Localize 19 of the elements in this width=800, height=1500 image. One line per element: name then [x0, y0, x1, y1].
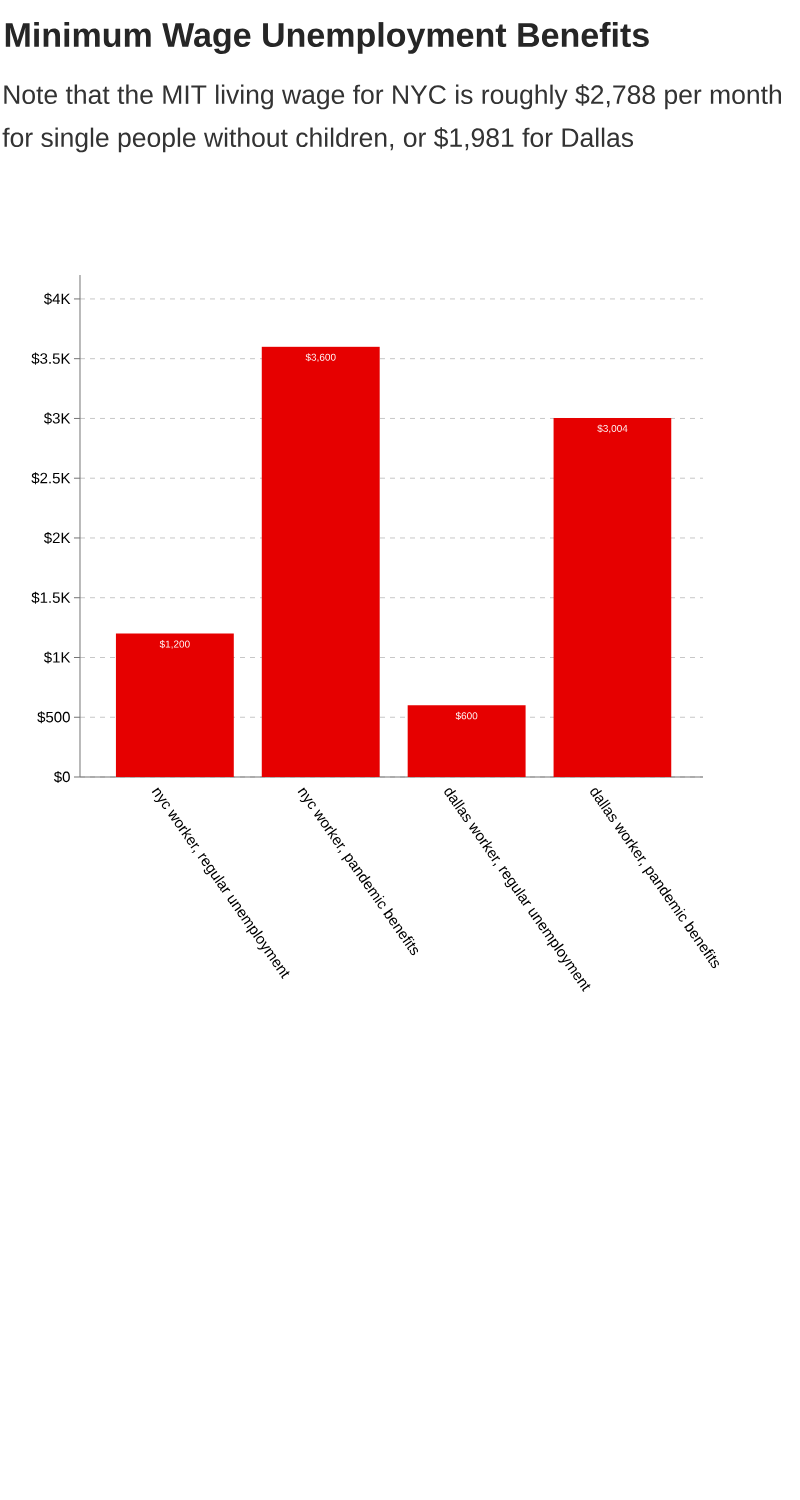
y-tick-label: $2K	[43, 531, 71, 545]
y-tick-label: $0	[53, 770, 70, 784]
y-tick-label: $4K	[43, 292, 71, 305]
y-tick-label: $3.5K	[31, 352, 71, 365]
chart-title: Minimum Wage Unemployment Benefits	[5, 22, 649, 54]
chart-subtitle: Note that the MIT living wage for NYC is roughly $2,788 per month for single people without children, or $1,981 for Dallas	[2, 84, 781, 153]
y-tick-label: $3K	[43, 412, 71, 425]
data-label: $3,600	[305, 353, 336, 362]
y-tick-label: $2.5K	[31, 472, 71, 485]
y-tick-label: $1K	[43, 651, 71, 664]
bar	[115, 633, 234, 778]
bar	[407, 705, 526, 778]
data-label: $1,200	[159, 640, 190, 649]
y-tick-label: $500	[37, 711, 70, 724]
bar	[261, 346, 380, 778]
y-tick-label: $1.5K	[31, 591, 71, 604]
data-label: $3,004	[597, 424, 628, 434]
bar	[553, 417, 672, 778]
data-label: $600	[455, 711, 478, 720]
